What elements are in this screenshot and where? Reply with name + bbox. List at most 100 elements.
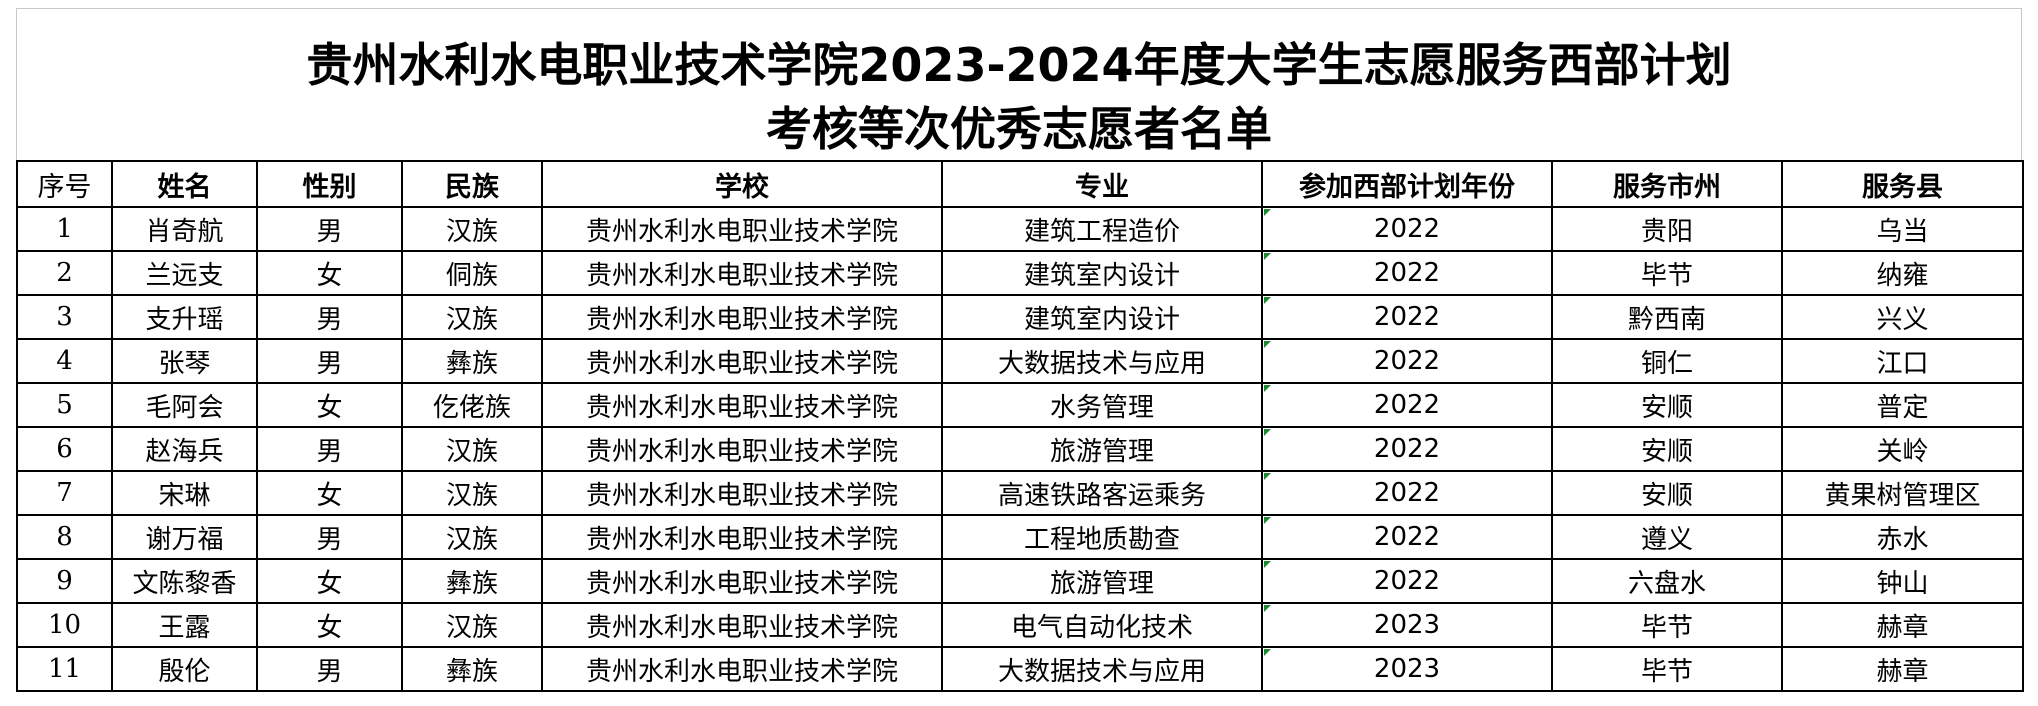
cell-school: 贵州水利水电职业技术学院 bbox=[541, 206, 943, 252]
cell-school: 贵州水利水电职业技术学院 bbox=[541, 602, 943, 648]
volunteer-table: 序号 姓名 性别 民族 学校 专业 参加西部计划年份 服务市州 服务县 1 肖奇航… bbox=[16, 160, 2024, 692]
cell-major: 大数据技术与应用 bbox=[941, 646, 1263, 692]
cell-name: 兰远支 bbox=[111, 250, 258, 296]
cell-gender: 女 bbox=[256, 602, 403, 648]
cell-name: 张琴 bbox=[111, 338, 258, 384]
cell-school: 贵州水利水电职业技术学院 bbox=[541, 426, 943, 472]
cell-gender: 男 bbox=[256, 426, 403, 472]
cell-school: 贵州水利水电职业技术学院 bbox=[541, 294, 943, 340]
title-line-2: 考核等次优秀志愿者名单 bbox=[766, 102, 1272, 156]
cell-ethnicity: 汉族 bbox=[401, 426, 543, 472]
cell-major: 建筑室内设计 bbox=[941, 250, 1263, 296]
header-school: 学校 bbox=[541, 160, 943, 208]
cell-year: 2022 bbox=[1261, 514, 1553, 560]
cell-ethnicity: 彝族 bbox=[401, 558, 543, 604]
cell-ethnicity: 彝族 bbox=[401, 646, 543, 692]
cell-name: 文陈黎香 bbox=[111, 558, 258, 604]
header-service-city: 服务市州 bbox=[1551, 160, 1783, 208]
cell-gender: 女 bbox=[256, 470, 403, 516]
cell-service-county: 钟山 bbox=[1781, 558, 2024, 604]
header-index: 序号 bbox=[16, 160, 113, 208]
cell-major: 旅游管理 bbox=[941, 426, 1263, 472]
cell-gender: 男 bbox=[256, 646, 403, 692]
cell-index: 11 bbox=[16, 646, 113, 692]
cell-index: 10 bbox=[16, 602, 113, 648]
header-year: 参加西部计划年份 bbox=[1261, 160, 1553, 208]
header-gender: 性别 bbox=[256, 160, 403, 208]
cell-school: 贵州水利水电职业技术学院 bbox=[541, 382, 943, 428]
cell-year: 2022 bbox=[1261, 338, 1553, 384]
cell-year: 2022 bbox=[1261, 426, 1553, 472]
table-row: 6 赵海兵男汉族 贵州水利水电职业技术学院 旅游管理 2022 安顺 关岭 bbox=[16, 426, 2024, 472]
cell-service-county: 黄果树管理区 bbox=[1781, 470, 2024, 516]
cell-index: 5 bbox=[16, 382, 113, 428]
cell-school: 贵州水利水电职业技术学院 bbox=[541, 646, 943, 692]
cell-service-city: 安顺 bbox=[1551, 382, 1783, 428]
cell-index: 9 bbox=[16, 558, 113, 604]
cell-service-county: 纳雍 bbox=[1781, 250, 2024, 296]
table-row: 2 兰远支女侗族 贵州水利水电职业技术学院 建筑室内设计 2022 毕节 纳雍 bbox=[16, 250, 2024, 296]
cell-service-county: 赫章 bbox=[1781, 646, 2024, 692]
cell-major: 水务管理 bbox=[941, 382, 1263, 428]
header-ethnicity: 民族 bbox=[401, 160, 543, 208]
table-header-row: 序号 姓名 性别 民族 学校 专业 参加西部计划年份 服务市州 服务县 bbox=[16, 160, 2024, 208]
cell-ethnicity: 汉族 bbox=[401, 294, 543, 340]
cell-service-city: 铜仁 bbox=[1551, 338, 1783, 384]
cell-school: 贵州水利水电职业技术学院 bbox=[541, 338, 943, 384]
cell-gender: 女 bbox=[256, 250, 403, 296]
table-row: 10 王露女汉族 贵州水利水电职业技术学院 电气自动化技术 2023 毕节 赫章 bbox=[16, 602, 2024, 648]
cell-ethnicity: 侗族 bbox=[401, 250, 543, 296]
cell-year: 2022 bbox=[1261, 470, 1553, 516]
cell-name: 宋琳 bbox=[111, 470, 258, 516]
cell-index: 7 bbox=[16, 470, 113, 516]
cell-major: 建筑室内设计 bbox=[941, 294, 1263, 340]
cell-gender: 女 bbox=[256, 558, 403, 604]
cell-gender: 女 bbox=[256, 382, 403, 428]
cell-ethnicity: 仡佬族 bbox=[401, 382, 543, 428]
cell-year: 2022 bbox=[1261, 206, 1553, 252]
cell-major: 建筑工程造价 bbox=[941, 206, 1263, 252]
cell-year: 2022 bbox=[1261, 250, 1553, 296]
cell-school: 贵州水利水电职业技术学院 bbox=[541, 558, 943, 604]
table-row: 7 宋琳女汉族 贵州水利水电职业技术学院 高速铁路客运乘务 2022 安顺 黄果树管理区 bbox=[16, 470, 2024, 516]
cell-service-city: 黔西南 bbox=[1551, 294, 1783, 340]
cell-year: 2022 bbox=[1261, 294, 1553, 340]
cell-name: 肖奇航 bbox=[111, 206, 258, 252]
cell-school: 贵州水利水电职业技术学院 bbox=[541, 470, 943, 516]
cell-service-county: 兴义 bbox=[1781, 294, 2024, 340]
cell-service-city: 六盘水 bbox=[1551, 558, 1783, 604]
cell-major: 大数据技术与应用 bbox=[941, 338, 1263, 384]
document-title: 贵州水利水电职业技术学院2023-2024年度大学生志愿服务西部计划 考核等次优… bbox=[16, 8, 2022, 160]
cell-year: 2023 bbox=[1261, 646, 1553, 692]
cell-service-county: 赫章 bbox=[1781, 602, 2024, 648]
cell-name: 毛阿会 bbox=[111, 382, 258, 428]
cell-service-city: 安顺 bbox=[1551, 470, 1783, 516]
cell-service-city: 贵阳 bbox=[1551, 206, 1783, 252]
table-row: 11 殷伦男彝族 贵州水利水电职业技术学院 大数据技术与应用 2023 毕节 赫章 bbox=[16, 646, 2024, 692]
cell-service-city: 毕节 bbox=[1551, 250, 1783, 296]
cell-service-county: 赤水 bbox=[1781, 514, 2024, 560]
cell-name: 赵海兵 bbox=[111, 426, 258, 472]
cell-major: 高速铁路客运乘务 bbox=[941, 470, 1263, 516]
cell-index: 6 bbox=[16, 426, 113, 472]
table-row: 1 肖奇航男汉族 贵州水利水电职业技术学院 建筑工程造价 2022 贵阳 乌当 bbox=[16, 206, 2024, 252]
cell-service-county: 乌当 bbox=[1781, 206, 2024, 252]
cell-gender: 男 bbox=[256, 514, 403, 560]
cell-year: 2023 bbox=[1261, 602, 1553, 648]
table-row: 3 支升瑶男汉族 贵州水利水电职业技术学院 建筑室内设计 2022 黔西南 兴义 bbox=[16, 294, 2024, 340]
cell-service-city: 遵义 bbox=[1551, 514, 1783, 560]
cell-service-county: 普定 bbox=[1781, 382, 2024, 428]
cell-ethnicity: 汉族 bbox=[401, 206, 543, 252]
table-row: 8 谢万福男汉族 贵州水利水电职业技术学院 工程地质勘查 2022 遵义 赤水 bbox=[16, 514, 2024, 560]
cell-gender: 男 bbox=[256, 338, 403, 384]
header-major: 专业 bbox=[941, 160, 1263, 208]
cell-index: 2 bbox=[16, 250, 113, 296]
cell-ethnicity: 汉族 bbox=[401, 602, 543, 648]
cell-ethnicity: 汉族 bbox=[401, 514, 543, 560]
cell-ethnicity: 汉族 bbox=[401, 470, 543, 516]
cell-name: 谢万福 bbox=[111, 514, 258, 560]
cell-major: 工程地质勘查 bbox=[941, 514, 1263, 560]
cell-index: 1 bbox=[16, 206, 113, 252]
table-row: 5 毛阿会女仡佬族 贵州水利水电职业技术学院 水务管理 2022 安顺 普定 bbox=[16, 382, 2024, 428]
cell-school: 贵州水利水电职业技术学院 bbox=[541, 514, 943, 560]
